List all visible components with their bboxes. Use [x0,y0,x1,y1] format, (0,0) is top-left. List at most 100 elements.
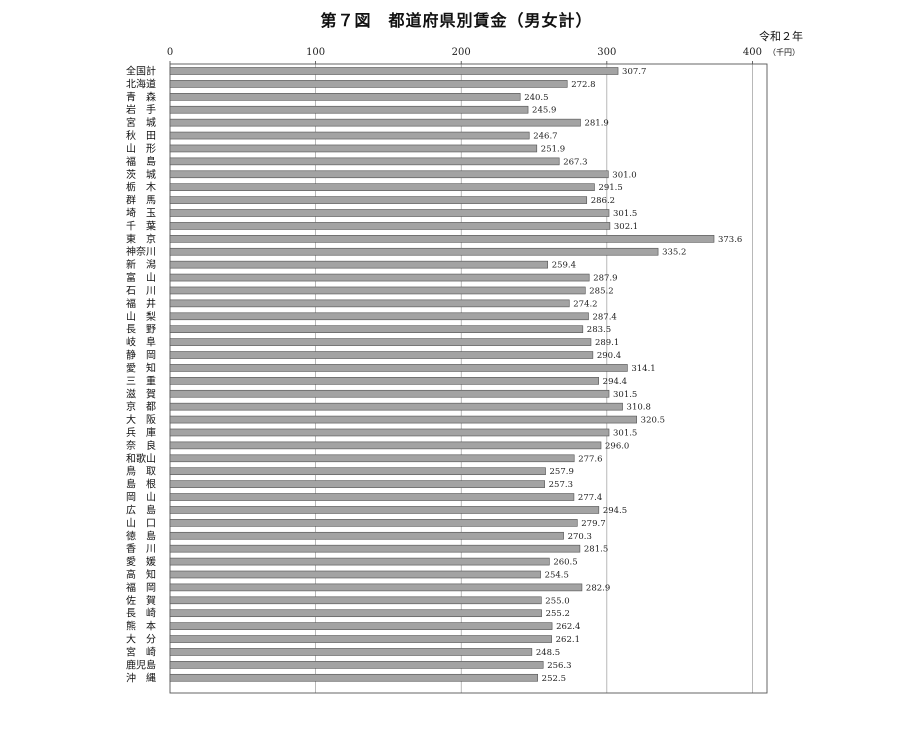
category-label: 香 川 [126,543,156,555]
category-label: 長 野 [126,324,156,336]
bar-10 [169,196,588,204]
category-label: 愛 媛 [126,555,156,568]
bar-18 [169,299,570,308]
category-label: 鹿児島 [126,658,156,671]
bar-16 [169,273,590,282]
bar-28 [169,428,610,437]
category-label: 大 分 [126,633,156,646]
bar-46 [169,661,544,669]
category-label: 新 潟 [126,258,156,271]
value-label: 281.9 [584,119,608,129]
category-label: 栃 木 [126,181,156,194]
category-label: 三 重 [126,374,156,387]
category-label: 京 都 [126,400,156,413]
category-label: 大 阪 [126,413,156,426]
bar-30 [169,454,575,463]
value-label: 301.5 [613,428,637,438]
category-label: 福 岡 [126,581,156,594]
category-label: 茨 城 [126,168,156,181]
bar-32 [169,480,545,488]
bar-27 [169,415,637,424]
value-label: 245.9 [532,106,556,116]
bar-36 [169,531,564,540]
bar-22 [169,351,594,359]
value-label: 289.1 [595,338,619,348]
value-label: 240.5 [524,93,548,103]
category-label: 神奈川 [126,245,156,258]
unit-label: （千円） [768,48,800,57]
value-label: 259.4 [552,261,576,271]
value-label: 286.2 [591,196,615,206]
bar-37 [169,544,581,553]
category-label: 広 島 [126,503,156,516]
bar-8 [169,170,609,179]
x-tick-label: 400 [743,47,762,58]
x-tick-label: 200 [452,47,471,58]
chart-title: 第７図 都道府県別賃金（男女計） [320,11,593,30]
bar-4 [169,118,581,127]
category-label: 富 山 [126,271,156,284]
value-label: 301.5 [613,390,637,400]
label-layer: 全国計 307.7 北海道 272.8 青 森 240.5 岩 手 245.9 宮 城 281.9… [126,65,742,685]
value-label: 254.5 [545,570,569,580]
value-label: 246.7 [533,132,557,142]
category-label: 秋 田 [126,129,156,142]
value-label: 296.0 [605,441,629,451]
bar-3 [169,105,529,114]
value-label: 307.7 [622,67,646,77]
value-label: 302.1 [614,222,638,232]
bar-42 [169,609,542,618]
bar-35 [169,519,578,527]
bar-5 [169,131,530,140]
value-label: 283.5 [587,325,611,335]
value-label: 320.5 [641,416,665,426]
bar-17 [169,286,586,295]
bar-13 [169,235,715,243]
bar-15 [169,260,549,269]
category-label: 岩 手 [126,103,156,116]
value-label: 255.0 [545,596,569,606]
bar-21 [169,338,592,346]
bar-19 [169,312,589,321]
value-label: 248.5 [536,648,560,658]
bar-20 [169,325,584,334]
category-label: 鳥 取 [126,465,156,478]
value-label: 294.4 [603,377,627,387]
value-label: 301.5 [613,209,637,219]
category-label: 埼 玉 [126,207,156,220]
bar-24 [169,377,599,385]
bar-7 [169,157,560,166]
value-label: 272.8 [571,80,595,90]
category-label: 福 井 [126,297,156,310]
bar-11 [169,209,610,217]
category-label: 長 崎 [126,607,156,620]
bar-0 [169,67,619,75]
bar-29 [169,441,602,450]
value-label: 290.4 [597,351,621,361]
category-label: 佐 賀 [126,595,156,607]
value-label: 282.9 [586,583,610,593]
category-label: 沖 縄 [126,671,156,684]
value-label: 255.2 [546,609,570,619]
category-label: 山 梨 [126,310,156,323]
category-label: 宮 城 [126,116,156,129]
bar-6 [169,144,538,153]
bar-38 [169,557,550,566]
category-label: 千 葉 [126,219,156,232]
category-label: 青 森 [126,90,156,103]
bar-25 [169,389,610,398]
bar-44 [169,635,552,643]
category-label: 奈 良 [126,439,156,452]
category-label: 高 知 [126,568,156,581]
x-tick-label: 100 [306,47,325,58]
value-label: 287.9 [593,274,617,284]
category-label: 岡 山 [126,492,156,504]
value-label: 285.2 [589,286,613,296]
category-label: 和歌山 [126,452,156,465]
bar-9 [169,183,595,191]
value-label: 270.3 [568,532,592,542]
category-label: 宮 崎 [126,645,156,658]
value-label: 279.7 [581,519,605,529]
category-label: 徳 島 [126,529,156,542]
category-label: 島 根 [126,478,156,491]
